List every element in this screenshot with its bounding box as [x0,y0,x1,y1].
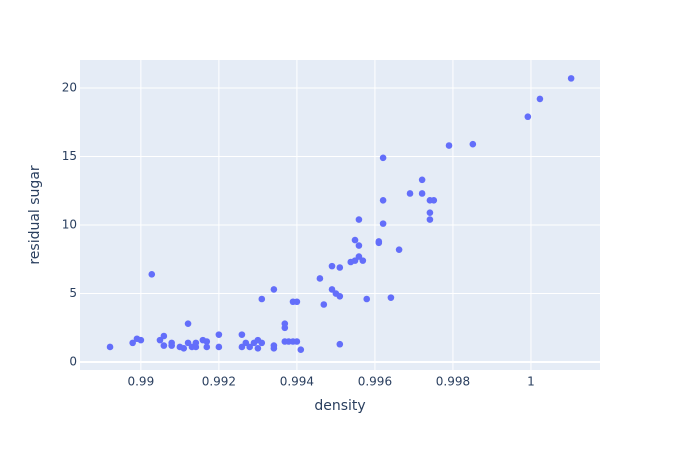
point [270,345,278,352]
point [238,343,246,351]
point [180,345,188,352]
point [203,343,211,351]
point [430,197,438,204]
point [184,320,192,327]
point [203,338,211,345]
y-axis-title: residual sugar [27,165,43,265]
point [536,95,544,103]
y-tick-label: 5 [69,286,77,300]
point [355,216,363,223]
point [445,142,453,149]
point [375,238,383,245]
point [281,324,289,332]
x-tick-label: 0.994 [280,375,314,389]
point [426,209,434,216]
point [156,336,164,344]
points [106,75,575,354]
point [469,140,477,148]
point [328,262,336,270]
point [316,275,324,282]
x-tick-label: 1 [527,375,535,389]
x-tick-label: 0.99 [127,375,154,389]
point [184,339,192,347]
x-axis-title: density [314,398,365,414]
point [379,197,387,204]
point [270,286,278,293]
point [160,332,168,340]
point [215,331,223,338]
point [406,190,414,197]
point [246,343,253,351]
x-tick-label: 0.996 [358,375,392,389]
y-tick-label: 20 [62,80,77,94]
point [148,271,156,278]
point [351,257,359,264]
point [336,264,344,271]
point [242,339,250,347]
x-tick-label: 0.992 [202,375,236,389]
point [379,154,387,162]
point [137,336,145,344]
point [387,294,395,301]
y-tick-label: 0 [69,355,77,369]
point [336,292,344,300]
point [258,339,266,347]
point [215,343,223,351]
point [238,331,246,338]
point [355,242,363,249]
point [567,75,575,82]
point [160,342,168,349]
point [524,113,532,121]
plot-area [80,60,600,370]
point [418,190,426,197]
point [426,216,434,223]
point [355,253,363,260]
y-tick-label: 10 [62,218,77,232]
point [363,295,371,303]
point [168,342,175,349]
x-tick-label: 0.998 [436,375,470,389]
point [297,346,305,354]
point [258,295,266,303]
point [328,286,336,293]
y-tick-label: 15 [62,149,77,163]
point [293,338,301,345]
point [336,340,344,348]
point [192,343,200,351]
grid [80,60,600,370]
point [293,298,301,306]
point [418,176,426,184]
point [395,246,403,253]
point [359,257,367,264]
point [351,236,359,244]
point [379,220,387,227]
point [106,343,114,351]
point [129,339,136,347]
point [254,345,262,352]
point [320,301,328,308]
